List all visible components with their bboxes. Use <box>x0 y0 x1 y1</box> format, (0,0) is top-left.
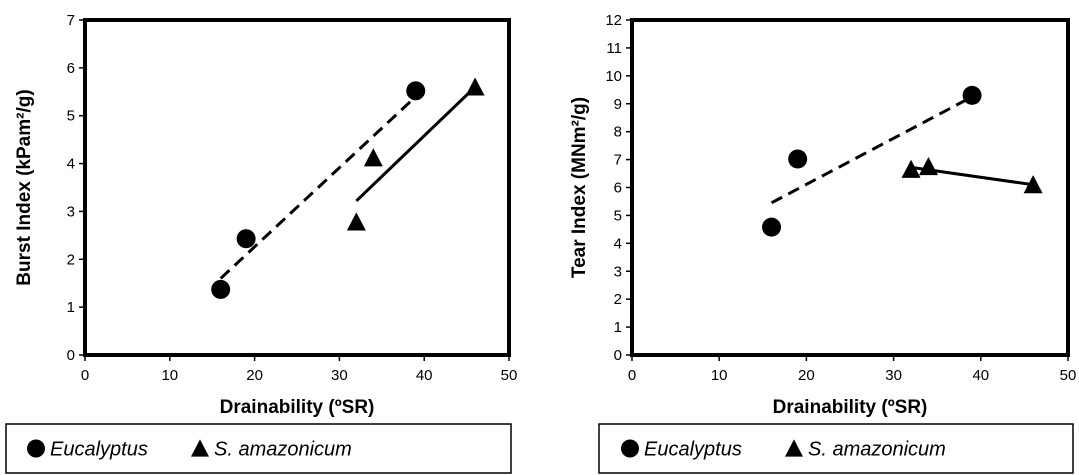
y-tick-label: 2 <box>614 291 622 308</box>
y-tick-label: 6 <box>614 180 622 197</box>
plot-area-border <box>85 20 509 355</box>
y-tick-label: 3 <box>614 263 622 280</box>
x-tick-label: 40 <box>972 367 989 384</box>
series-1 <box>762 86 982 237</box>
x-tick-label: 10 <box>161 367 178 384</box>
legend-label: Eucalyptus <box>644 439 742 461</box>
x-tick-label: 30 <box>331 367 348 384</box>
y-axis-title: Burst Index (kPam²/g) <box>14 89 35 285</box>
y-tick-label: 4 <box>67 156 75 173</box>
legend-label: Eucalyptus <box>50 439 148 461</box>
y-tick-label: 9 <box>614 96 622 113</box>
y-axis-title: Tear Index (MNm²/g) <box>569 97 590 278</box>
plot-area-border <box>632 20 1068 355</box>
trendline <box>356 87 475 201</box>
y-tick-label: 2 <box>67 251 75 268</box>
x-tick-label: 0 <box>81 367 89 384</box>
data-point <box>963 86 982 105</box>
x-tick-label: 50 <box>501 367 518 384</box>
data-point <box>466 77 485 95</box>
data-point <box>347 212 366 230</box>
y-tick-label: 10 <box>605 68 622 85</box>
y-tick-label: 4 <box>614 235 622 252</box>
y-tick-label: 1 <box>67 299 75 316</box>
series-1 <box>211 81 425 299</box>
legend: Eucalyptus S. amazonicum <box>6 424 511 473</box>
data-point <box>406 81 425 100</box>
legend-label: S. amazonicum <box>214 439 352 461</box>
y-tick-label: 5 <box>67 108 75 125</box>
series-2 <box>902 157 1043 193</box>
y-tick-label: 0 <box>67 347 75 364</box>
x-tick-label: 20 <box>246 367 263 384</box>
x-tick-label: 0 <box>628 367 636 384</box>
legend-marker-circle <box>27 440 45 458</box>
x-axis-title: Drainability (ºSR) <box>220 397 375 418</box>
x-tick-label: 20 <box>798 367 815 384</box>
data-point <box>788 150 807 169</box>
data-point <box>762 218 781 237</box>
x-tick-label: 40 <box>416 367 433 384</box>
x-tick-label: 30 <box>885 367 902 384</box>
series-2 <box>347 77 485 230</box>
x-tick-label: 10 <box>711 367 728 384</box>
data-point <box>364 148 383 166</box>
y-tick-label: 8 <box>614 124 622 141</box>
y-tick-label: 7 <box>614 152 622 169</box>
y-tick-label: 11 <box>606 40 622 57</box>
legend-label: S. amazonicum <box>808 439 946 461</box>
data-point <box>211 280 230 299</box>
legend: Eucalyptus S. amazonicum <box>599 424 1073 473</box>
y-tick-label: 6 <box>67 60 75 77</box>
y-tick-label: 3 <box>67 203 75 220</box>
legend-marker-circle <box>621 440 639 458</box>
data-point <box>237 229 256 248</box>
data-point <box>919 157 938 175</box>
x-tick-label: 50 <box>1060 367 1077 384</box>
x-axis-title: Drainability (ºSR) <box>773 397 928 418</box>
chart-panel-1: 0 1 2 3 4 5 6 7 0 10 20 30 40 50 Drainability (ºSR) Bur… <box>6 12 517 473</box>
y-tick-label: 1 <box>614 319 622 336</box>
trendline <box>221 97 416 279</box>
y-tick-label: 12 <box>605 12 622 29</box>
trendline <box>772 97 973 203</box>
y-tick-label: 7 <box>67 12 75 29</box>
y-tick-label: 5 <box>614 207 622 224</box>
y-tick-label: 0 <box>614 347 622 364</box>
